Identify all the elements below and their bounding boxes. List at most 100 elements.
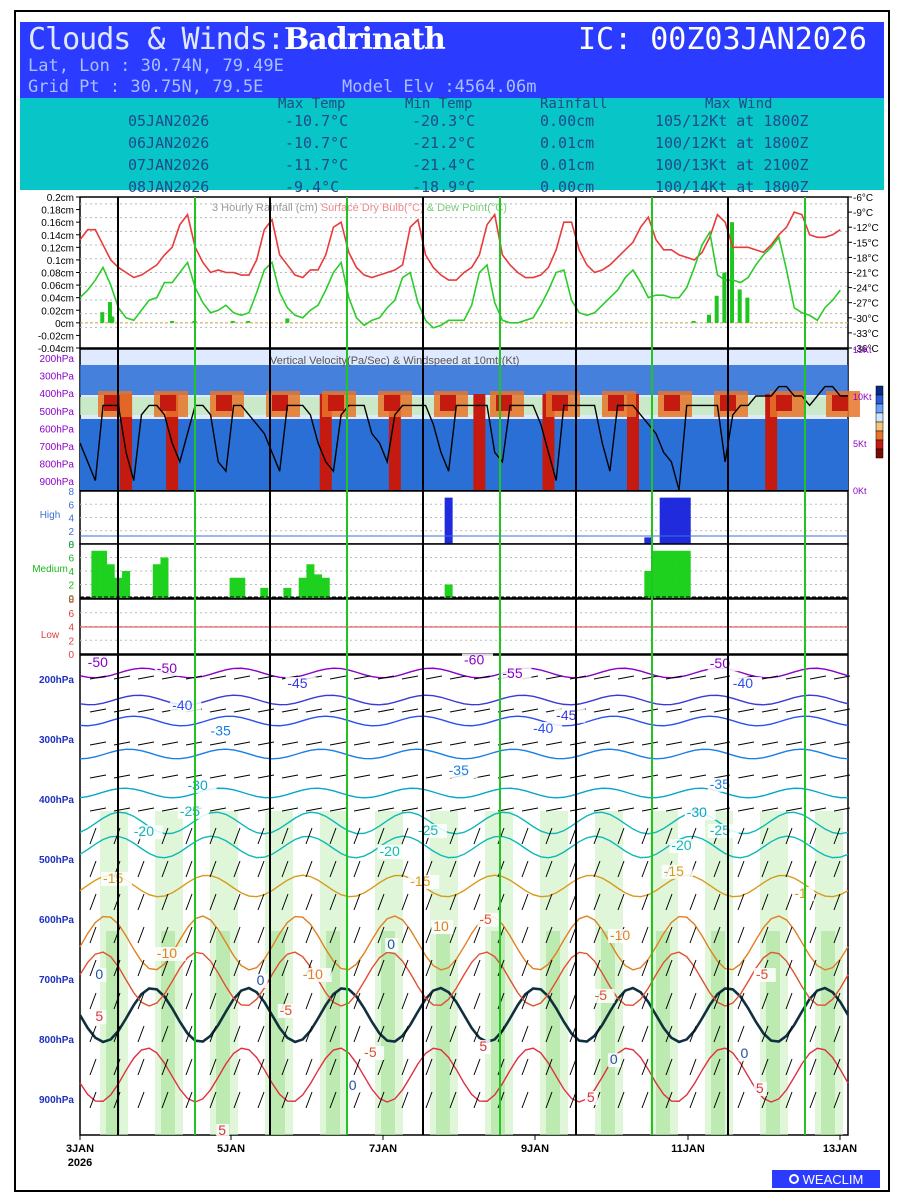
wind-barb xyxy=(593,860,601,878)
wind-barb xyxy=(473,893,481,911)
rain-bar xyxy=(100,312,105,323)
pressure-tick: 600hPa xyxy=(39,915,74,926)
wind-barb xyxy=(737,926,745,944)
cloud-bar xyxy=(652,550,660,598)
contour-label: -5 xyxy=(756,966,769,982)
wind-barb xyxy=(665,675,683,680)
year-label: 2026 xyxy=(68,1157,92,1169)
pressure-tick: 800hPa xyxy=(40,460,75,471)
wind-barb xyxy=(161,860,169,878)
downdraft-region xyxy=(80,419,848,490)
humid-core xyxy=(436,931,450,1135)
contour-label-bg xyxy=(707,657,739,672)
wind-barb xyxy=(425,807,443,812)
wind-barb xyxy=(689,741,707,746)
wind-barb xyxy=(425,992,433,1010)
wind-barb xyxy=(785,807,803,812)
contour-label-bg xyxy=(592,989,615,1003)
cloud-tick: 8 xyxy=(68,487,74,498)
grid-point: Grid Pt : 30.75N, 79.5E xyxy=(28,77,264,97)
wind-barb xyxy=(665,827,673,845)
cloud-layer-label: Medium xyxy=(32,564,68,575)
wind-barb xyxy=(473,860,481,878)
wind-barb xyxy=(785,827,793,845)
cloud-bar xyxy=(298,577,307,598)
wind-barb xyxy=(233,926,241,944)
wind-barb xyxy=(89,675,107,680)
wind-barb xyxy=(473,708,491,713)
cloud-layer-label: Low xyxy=(41,630,60,641)
wind-barb xyxy=(137,893,145,911)
cloud-tick: 4 xyxy=(68,623,74,634)
isotherm xyxy=(79,694,849,706)
contour-label: 0 xyxy=(740,1045,748,1061)
contour-label: -30 xyxy=(188,777,208,793)
wind-barb xyxy=(833,708,851,713)
wind-barb xyxy=(449,1091,457,1109)
rain-bar xyxy=(110,316,115,323)
contour-label-bg xyxy=(216,1124,230,1138)
wind-barb xyxy=(737,1091,745,1109)
rain-tick: 0.04cm xyxy=(41,294,74,305)
wind-barb xyxy=(761,860,769,878)
contour-label: 0 xyxy=(610,1051,618,1067)
isotherm xyxy=(79,951,849,1007)
wind-barb xyxy=(737,959,745,977)
contour-label-bg xyxy=(738,1047,752,1062)
wind-barb xyxy=(161,992,169,1010)
wind-barb xyxy=(209,1058,217,1076)
contour-label-bg xyxy=(669,839,701,853)
cloud-bar xyxy=(682,550,691,598)
wind-barb xyxy=(329,708,347,713)
cloud-bar xyxy=(122,571,131,598)
contour-label: 0 xyxy=(257,972,265,988)
wind-barb xyxy=(89,893,97,911)
contour-label-bg xyxy=(377,845,409,859)
wind-barb xyxy=(185,827,193,845)
wind-barb xyxy=(233,774,251,779)
row-wind: 100/13Kt at 2100Z xyxy=(655,156,809,174)
updraft-core xyxy=(328,395,344,411)
wind-barb xyxy=(233,1091,241,1109)
wind-barb xyxy=(689,893,697,911)
contour-label: -40 xyxy=(733,675,753,691)
wind-barb xyxy=(689,1025,697,1043)
wind-barb xyxy=(617,675,635,680)
cloud-bar xyxy=(91,550,100,598)
cloud-bar xyxy=(644,571,653,598)
cloud-bar xyxy=(106,564,115,598)
contour-label-bg xyxy=(707,777,739,792)
contour-label-bg xyxy=(730,677,762,691)
wind-barb xyxy=(689,1058,697,1076)
colorbar-swatch xyxy=(875,448,884,459)
date-tick: 11JAN xyxy=(671,1143,705,1155)
wind-barb xyxy=(401,774,419,779)
pressure-tick: 700hPa xyxy=(39,975,74,986)
contour-label: -5 xyxy=(479,911,492,927)
wind-barb xyxy=(425,893,433,911)
wind-barb xyxy=(137,959,145,977)
col-max-wind: Max Wind xyxy=(705,96,773,112)
rain-bar xyxy=(714,295,719,323)
wind-barb xyxy=(233,807,251,812)
contour-label: -35 xyxy=(449,762,469,778)
wind-barb xyxy=(233,1025,241,1043)
col-rainfall: Rainfall xyxy=(540,96,608,112)
wind-barb xyxy=(353,708,371,713)
wind-barb xyxy=(329,1058,337,1076)
wind-barb xyxy=(233,860,241,878)
wind-barb xyxy=(281,893,289,911)
wind-barb xyxy=(161,741,179,746)
wind-barb xyxy=(257,1058,265,1076)
wind-barb xyxy=(593,959,601,977)
row-wind: 100/12Kt at 1800Z xyxy=(655,134,809,152)
wind-barb xyxy=(833,1058,841,1076)
contour-label-bg xyxy=(93,968,107,982)
wind-barb xyxy=(329,860,337,878)
contour-label: -15 xyxy=(103,870,123,886)
wind-barb xyxy=(305,1025,313,1043)
wind-barb xyxy=(641,959,649,977)
wind-barb xyxy=(137,926,145,944)
wind-barb xyxy=(809,807,827,812)
wind-barb xyxy=(137,1091,145,1109)
